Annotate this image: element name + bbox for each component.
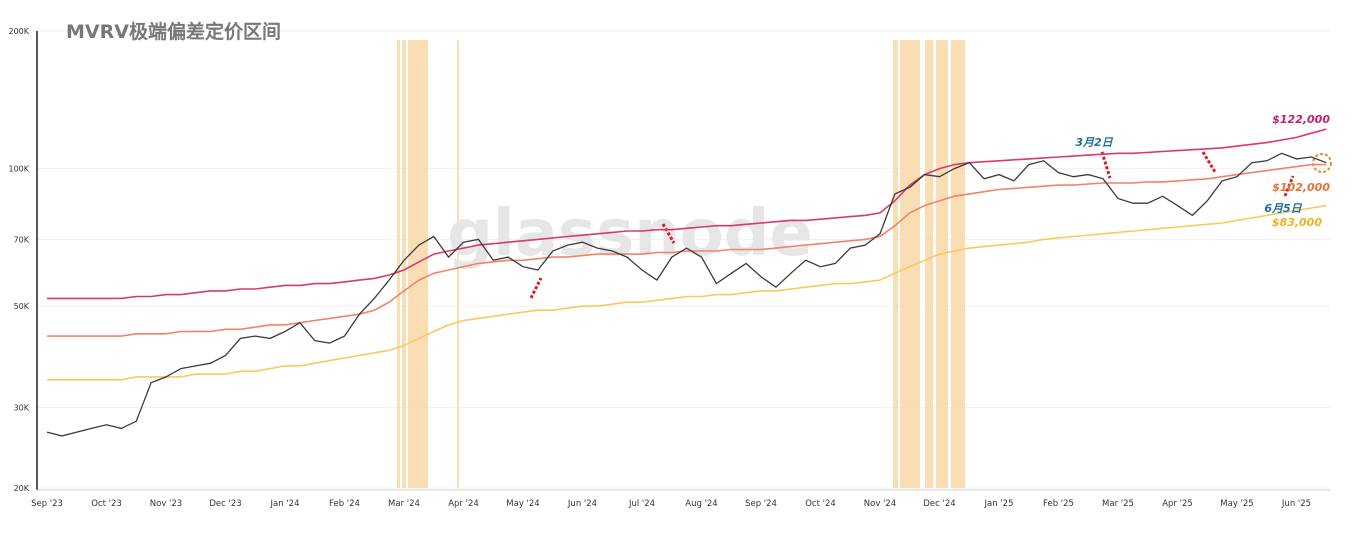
x-tick-label: Feb '25	[1043, 499, 1074, 509]
highlight	[408, 40, 428, 488]
highlight	[936, 40, 948, 488]
x-tick-label: Jan '24	[270, 499, 300, 509]
x-tick-label: Jun '25	[1281, 499, 1311, 509]
x-tick-label: Nov '24	[864, 499, 896, 509]
y-tick-label: 70K	[14, 235, 30, 244]
x-tick-label: Jan '25	[984, 499, 1014, 509]
x-tick-label: Sep '23	[31, 499, 63, 509]
series-line	[46, 152, 1327, 437]
x-tick-label: Oct '23	[91, 499, 122, 509]
highlight	[925, 40, 933, 488]
highlight	[397, 40, 400, 488]
y-tick-label: 30K	[14, 404, 30, 413]
highlight	[457, 40, 459, 488]
series-line	[47, 163, 1327, 337]
annotation: $122,000	[1272, 113, 1330, 126]
y-tick-label: 20K	[14, 484, 30, 493]
y-tick-label: 50K	[14, 302, 30, 311]
annotation: $102,000	[1272, 181, 1330, 194]
x-tick-label: Aug '24	[685, 499, 717, 509]
y-tick-label: 200K	[8, 27, 29, 36]
arrow	[1100, 151, 1112, 179]
x-tick-label: Nov '23	[150, 499, 182, 509]
x-tick-label: Jul '24	[628, 499, 655, 509]
arrow	[1201, 151, 1217, 173]
highlight	[402, 40, 406, 488]
x-tick-label: Mar '25	[1102, 499, 1134, 509]
x-tick-label: Oct '24	[805, 499, 836, 509]
x-tick-label: Apr '24	[448, 499, 479, 509]
x-tick-label: Dec '23	[209, 499, 241, 509]
highlight-zones	[397, 40, 965, 488]
highlight	[893, 40, 898, 488]
x-tick-label: Feb '24	[329, 499, 360, 509]
y-tick-label: 100K	[8, 165, 29, 174]
watermark: glassnode	[447, 197, 813, 271]
highlight	[900, 40, 920, 488]
chart-title: MVRV极端偏差定价区间	[66, 20, 281, 43]
arrow	[661, 223, 676, 244]
arrow	[529, 277, 543, 299]
series-line	[47, 204, 1327, 381]
x-tick-label: Apr '25	[1162, 499, 1193, 509]
arrows	[529, 151, 1295, 299]
annotation: $83,000	[1272, 216, 1322, 229]
highlight	[951, 40, 965, 488]
x-tick-label: Jun '24	[567, 499, 597, 509]
x-tick-label: May '24	[506, 499, 539, 509]
x-tick-label: Dec '24	[923, 499, 955, 509]
series-line	[47, 128, 1327, 300]
highlight-circle	[1312, 153, 1332, 173]
arrow	[1283, 175, 1295, 197]
annotation: 6月5日	[1264, 202, 1302, 215]
annotation: 3月2日	[1075, 136, 1113, 149]
x-tick-label: Sep '24	[745, 499, 777, 509]
x-tick-label: Mar '24	[388, 499, 420, 509]
x-tick-label: May '25	[1220, 499, 1253, 509]
